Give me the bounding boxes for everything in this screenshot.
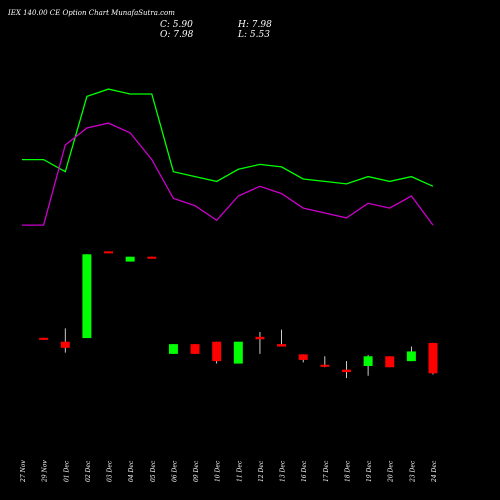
x-tick-label: 29 Nov: [42, 460, 49, 483]
low-label: L:: [238, 30, 248, 40]
candle-body-down: [104, 251, 114, 254]
candle: [298, 354, 308, 363]
high-readout: H: 7.98: [238, 20, 272, 30]
x-tick-label: 11 Dec: [236, 460, 243, 482]
open-value: 7.98: [173, 30, 194, 40]
candle-body-up: [233, 341, 243, 364]
x-tick-label: 27 Nov: [20, 460, 27, 483]
x-tick-label: 13 Dec: [280, 460, 287, 482]
candle: [320, 356, 330, 368]
high-label: H:: [238, 20, 249, 30]
candle: [255, 332, 265, 354]
x-tick-label: 03 Dec: [107, 460, 114, 482]
candle-body-down: [60, 341, 70, 348]
x-tick-label: 09 Dec: [193, 460, 200, 482]
candle: [125, 256, 135, 262]
candle: [147, 256, 157, 259]
x-tick-label: 18 Dec: [344, 460, 351, 482]
candle: [277, 329, 287, 347]
open-readout: O: 7.98: [160, 30, 193, 40]
candle: [341, 361, 351, 379]
x-tick-label: 06 Dec: [171, 460, 178, 482]
x-tick-label: 01 Dec: [63, 460, 70, 482]
low-value: 5.53: [249, 30, 270, 40]
candle-body-down: [341, 369, 351, 373]
candle-body-up: [125, 256, 135, 262]
high-value: 7.98: [251, 20, 272, 30]
x-tick-label: 17 Dec: [323, 460, 330, 482]
candle: [82, 254, 92, 339]
candle: [428, 342, 438, 375]
x-tick-label: 24 Dec: [431, 460, 438, 483]
candle-body-down: [255, 336, 265, 340]
x-tick-label: 12 Dec: [258, 460, 265, 482]
close-readout: C: 5.90: [160, 20, 193, 30]
x-tick-label: 23 Dec: [409, 460, 416, 483]
x-tick-label: 20 Dec: [388, 460, 395, 483]
x-tick-label: 10 Dec: [215, 460, 222, 482]
x-tick-label: 04 Dec: [128, 460, 135, 482]
candle: [406, 346, 416, 362]
upper-indicator-line: [22, 88, 434, 187]
open-label: O:: [160, 30, 171, 40]
candle-body-down: [147, 256, 157, 259]
candle: [385, 356, 395, 368]
close-value: 5.90: [172, 20, 193, 30]
x-tick-label: 05 Dec: [150, 460, 157, 482]
close-label: C:: [160, 20, 170, 30]
candle-body-up: [363, 356, 373, 366]
candle-body-up: [168, 344, 178, 354]
candle-body-down: [428, 342, 438, 374]
x-tick-label: 16 Dec: [301, 460, 308, 482]
candle: [104, 251, 114, 254]
candle: [233, 341, 243, 364]
candle: [60, 328, 70, 353]
candle-body-down: [39, 337, 49, 340]
x-tick-label: 02 Dec: [85, 460, 92, 482]
candle: [168, 344, 178, 354]
candle-body-up: [406, 351, 416, 362]
candle-body-down: [190, 344, 200, 354]
candle-body-down: [277, 344, 287, 347]
candle-body-down: [385, 356, 395, 368]
candle: [190, 344, 200, 354]
x-tick-label: 19 Dec: [366, 460, 373, 482]
candle-body-down: [320, 364, 330, 367]
low-readout: L: 5.53: [238, 30, 270, 40]
candle-body-up: [82, 254, 92, 339]
lower-indicator-line: [22, 122, 434, 226]
candle: [363, 355, 373, 376]
candle-body-down: [212, 341, 222, 362]
candle: [39, 337, 49, 340]
candle-body-down: [298, 354, 308, 360]
chart-title: IEX 140.00 CE Option Chart MunafaSutra.c…: [8, 9, 175, 17]
candle: [212, 341, 222, 364]
